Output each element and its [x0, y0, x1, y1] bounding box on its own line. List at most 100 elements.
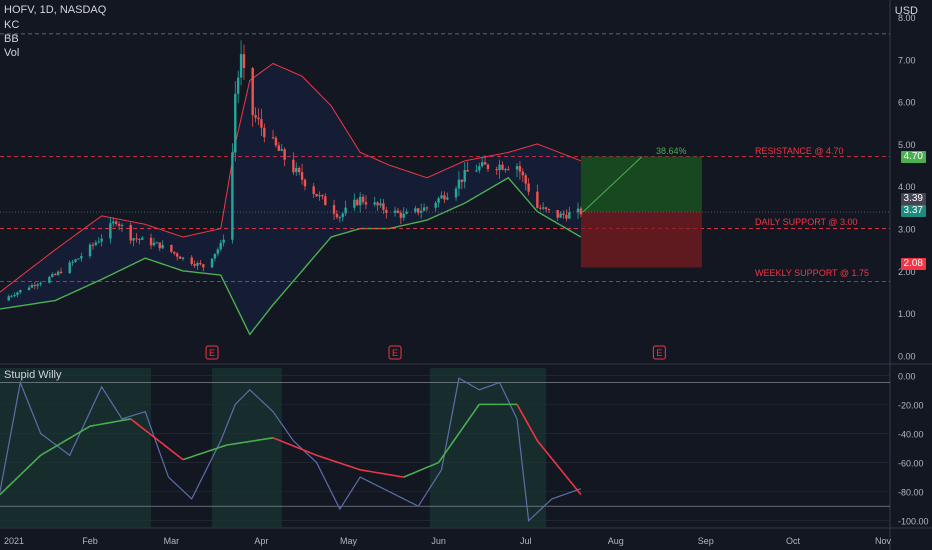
candle-body [422, 207, 426, 211]
signal-segment [48, 447, 53, 451]
signal-segment [533, 435, 539, 442]
candle-body [521, 171, 525, 176]
signal-segment [548, 454, 553, 460]
signal-segment [92, 424, 96, 427]
signal-segment [37, 454, 42, 459]
signal-segment [275, 438, 280, 441]
oscillator-panel [0, 368, 890, 528]
signal-segment [557, 465, 562, 470]
oscillator-zone [212, 368, 282, 528]
candle-body [216, 249, 220, 254]
indicator-kc[interactable]: KC [4, 19, 20, 31]
signal-segment [571, 483, 576, 488]
candle-body [440, 195, 443, 199]
signal-segment [86, 425, 91, 429]
candle-body [338, 217, 342, 219]
signal-segment [429, 464, 434, 467]
signal-segment [409, 472, 413, 476]
time-tick-label: Aug [608, 536, 624, 546]
candle-body [495, 169, 498, 171]
signal-segment [426, 465, 431, 469]
time-tick-label: Apr [254, 536, 268, 546]
candle-body [152, 242, 156, 246]
signal-segment [13, 477, 18, 482]
band-fill [0, 63, 581, 335]
signal-segment [562, 472, 568, 478]
candle-body [109, 223, 112, 239]
stop-price-tag: 2.08 [900, 258, 926, 270]
signal-segment [46, 449, 50, 453]
signal-segment [162, 443, 167, 447]
signal-segment [545, 450, 550, 456]
candle-body [562, 213, 565, 215]
signal-segment [304, 449, 309, 453]
candle-body [27, 287, 31, 291]
signal-segment [319, 455, 323, 458]
candle-body [382, 203, 385, 210]
signal-segment [327, 458, 332, 461]
candle-body [544, 207, 548, 210]
signal-segment [25, 465, 30, 470]
candle-body [178, 256, 182, 259]
signal-segment [527, 424, 533, 431]
candle-body [373, 202, 376, 205]
candle-body [132, 238, 135, 241]
signal-segment [63, 439, 68, 443]
signal-segment [217, 446, 222, 449]
candle-body [274, 137, 278, 146]
candle-body [33, 285, 37, 287]
signal-segment [200, 452, 204, 455]
candle-body [283, 149, 286, 160]
signal-segment [333, 460, 338, 463]
candle-body [77, 258, 80, 260]
axes: 0.00 1.00 2.00 3.00 4.00 5.00 6.00 7.00 8.00 0.00… [4, 13, 929, 546]
signal-segment [472, 408, 478, 414]
oscillator-title[interactable]: Stupid Willy [4, 369, 62, 381]
signal-segment [542, 447, 547, 452]
osc-tick-label: -100.00 [898, 517, 929, 527]
signal-segment [8, 482, 13, 487]
signal-segment [165, 445, 169, 449]
signal-segment [211, 448, 216, 451]
signal-segment [34, 457, 39, 462]
candle-body [155, 242, 159, 244]
signal-segment [51, 446, 56, 450]
loss-zone [580, 212, 702, 268]
signal-segment [95, 423, 99, 426]
candle-body [379, 203, 382, 206]
candle-body [181, 257, 185, 259]
signal-segment [417, 469, 422, 472]
candle-body [100, 238, 103, 242]
price-tick-label: 2.00 [898, 267, 916, 277]
candle-body [190, 257, 193, 265]
candle-body [280, 149, 283, 151]
signal-segment [412, 471, 416, 475]
resistance-label: RESISTANCE @ 4.70 [755, 146, 844, 156]
candle-body [170, 244, 173, 252]
candle-body [579, 208, 583, 215]
symbol-line[interactable]: HOFV, 1D, NASDAQ [4, 4, 107, 16]
earnings-marker: E [652, 345, 666, 360]
candle-body [260, 119, 263, 128]
position-tool[interactable] [0, 156, 890, 268]
signal-segment [40, 452, 44, 456]
candle-body [161, 244, 164, 249]
candle-body [568, 212, 571, 219]
signal-segment [110, 421, 114, 424]
signal-segment [223, 444, 227, 447]
indicator-vol[interactable]: Vol [4, 47, 20, 59]
signal-segment [475, 403, 480, 409]
indicator-bb[interactable]: BB [4, 33, 19, 45]
candle-body [539, 207, 542, 209]
candle-body [524, 175, 527, 184]
signal-segment [28, 463, 33, 468]
signal-segment [519, 409, 524, 416]
candle-body [141, 237, 144, 240]
candle-body [541, 207, 545, 209]
price-tick-label: 8.00 [898, 13, 916, 23]
candle-body [425, 207, 429, 209]
time-tick-label: Jul [520, 536, 532, 546]
signal-segment [205, 450, 210, 453]
candle-body [56, 271, 60, 275]
